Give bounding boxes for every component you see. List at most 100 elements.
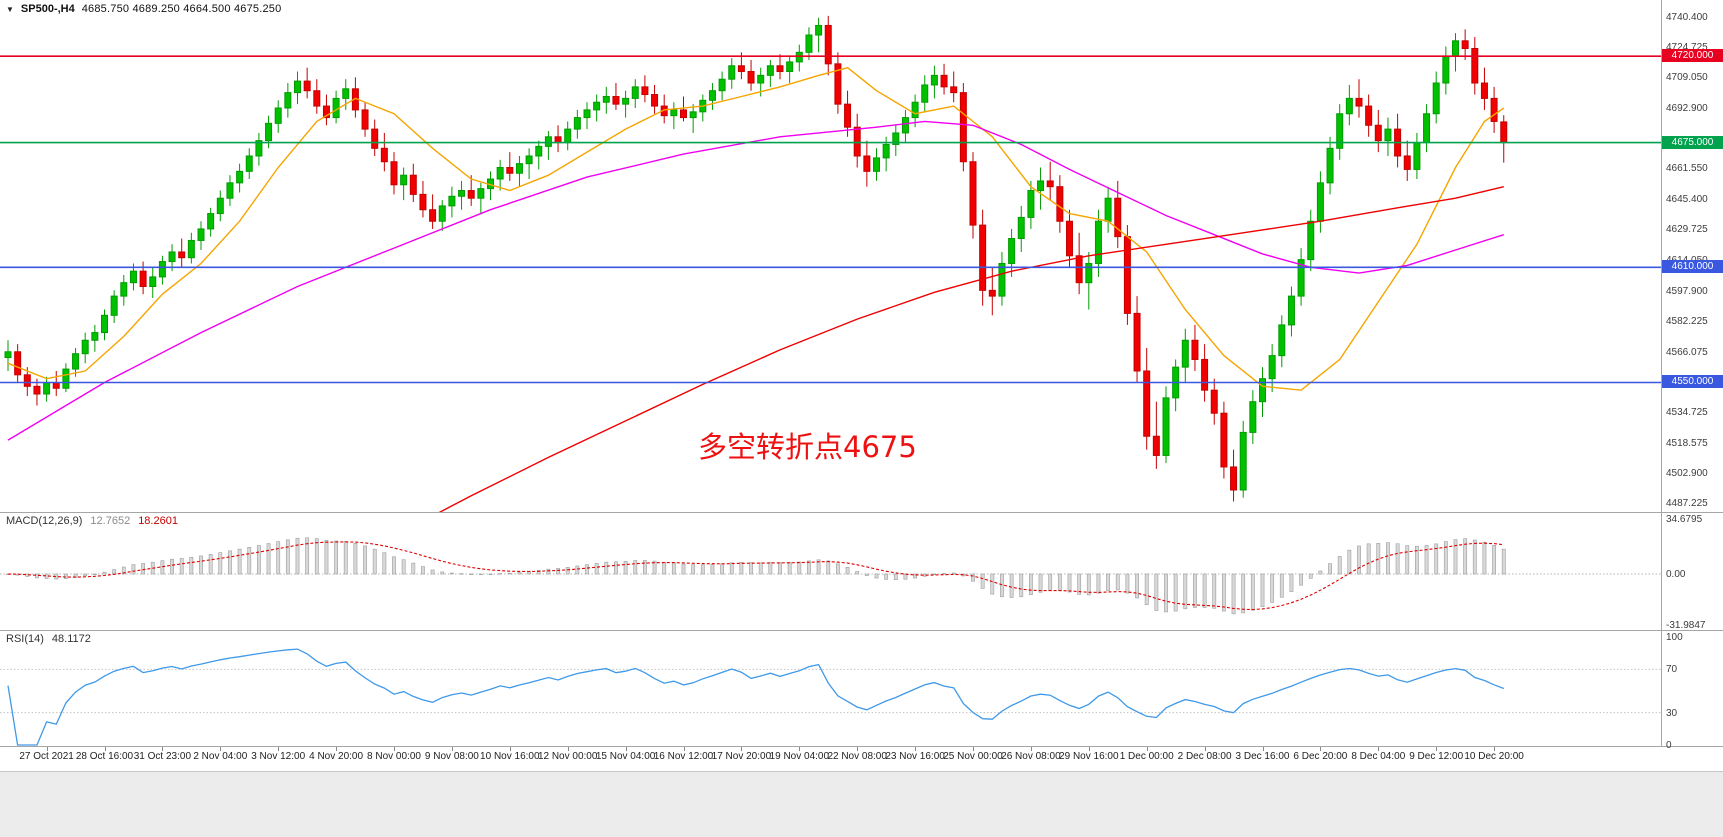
- candle: [14, 344, 22, 383]
- candle: [1201, 344, 1209, 402]
- candle: [969, 152, 977, 239]
- time-tick: [104, 747, 106, 751]
- candle: [1297, 248, 1305, 306]
- rsi-tick-label: 100: [1666, 632, 1683, 643]
- macd-histogram-bar: [903, 573, 908, 580]
- candle: [419, 180, 427, 218]
- macd-histogram-bar: [392, 556, 396, 575]
- candlestick-plot[interactable]: [0, 0, 1661, 512]
- macd-histogram-bar: [1395, 543, 1400, 575]
- candle: [496, 159, 504, 191]
- panel-separator[interactable]: [0, 512, 1723, 513]
- ma-mid-magenta[interactable]: [7, 120, 1505, 441]
- macd-histogram-bar: [1405, 545, 1410, 575]
- time-tick: [278, 747, 280, 751]
- candle: [1104, 186, 1112, 233]
- candle: [622, 90, 630, 118]
- candle: [525, 148, 533, 180]
- macd-histogram-bar: [1048, 573, 1053, 591]
- price-line-badge: 4675.000: [1662, 135, 1723, 149]
- macd-histogram-bar: [1482, 541, 1487, 575]
- macd-histogram-bar: [64, 573, 68, 579]
- rsi-header: RSI(14) 48.1172: [6, 633, 91, 645]
- macd-histogram-bar: [266, 543, 271, 575]
- candle: [873, 148, 880, 181]
- rsi-line: [7, 648, 1505, 746]
- time-label: 29 Nov 16:00: [1059, 751, 1119, 762]
- macd-histogram-bar: [1318, 570, 1323, 575]
- ma-slow-red[interactable]: [394, 186, 1504, 512]
- candle: [1278, 315, 1286, 368]
- candle: [149, 267, 157, 299]
- macd-histogram-bar: [1299, 573, 1304, 586]
- rsi-label: RSI(14): [6, 633, 44, 645]
- macd-histogram-bar: [971, 573, 975, 582]
- macd-tick-label: 0.00: [1666, 569, 1686, 580]
- candle: [1056, 175, 1064, 233]
- candle: [689, 104, 697, 133]
- candle: [245, 148, 253, 180]
- macd-histogram-bar: [1009, 573, 1014, 598]
- macd-histogram-bar: [256, 545, 261, 575]
- time-tick: [625, 747, 627, 751]
- macd-histogram-bar: [421, 566, 425, 575]
- candle: [197, 221, 205, 251]
- candle: [1394, 113, 1402, 168]
- time-tick: [683, 747, 685, 751]
- macd-histogram-bar: [604, 561, 609, 575]
- macd-main-value: 12.7652: [90, 515, 131, 527]
- time-tick: [1436, 747, 1438, 751]
- candle: [361, 102, 369, 137]
- panel-separator[interactable]: [0, 630, 1723, 631]
- macd-histogram-bar: [372, 548, 377, 575]
- time-axis[interactable]: 27 Oct 2021 28 Oct 16:00 31 Oct 23:00 2 Nov…: [0, 747, 1723, 771]
- candle: [1500, 115, 1508, 163]
- time-label: 17 Nov 20:00: [711, 751, 772, 762]
- price-tick-label: 4661.550: [1666, 163, 1708, 175]
- macd-histogram-bar: [1492, 545, 1497, 575]
- macd-histogram-bar: [459, 573, 464, 575]
- macd-histogram-bar: [874, 573, 879, 579]
- candle: [641, 75, 649, 103]
- macd-histogram-bar: [218, 552, 223, 575]
- panel-separator[interactable]: [0, 746, 1723, 747]
- candle: [901, 109, 909, 143]
- time-label: 22 Nov 08:00: [827, 751, 887, 762]
- macd-histogram-bar: [1019, 573, 1024, 598]
- candle: [979, 209, 987, 306]
- macd-histogram-bar: [314, 538, 319, 575]
- macd-histogram-bar: [112, 569, 117, 575]
- candle: [844, 90, 852, 137]
- price-line-badge: 4610.000: [1662, 260, 1723, 274]
- rsi-tick-label: 0: [1666, 740, 1672, 751]
- macd-histogram-bar: [575, 565, 580, 575]
- candle: [255, 132, 263, 166]
- candle: [284, 83, 292, 118]
- collapse-icon[interactable]: ▼: [6, 4, 14, 14]
- candle: [1017, 205, 1025, 252]
- candle: [1432, 71, 1440, 124]
- macd-histogram-bar: [1193, 573, 1197, 608]
- ma-fast-orange[interactable]: [7, 66, 1505, 391]
- macd-histogram-bar: [797, 561, 802, 575]
- macd-label: MACD(12,26,9): [6, 515, 83, 527]
- candle: [1461, 29, 1469, 60]
- time-tick: [162, 747, 164, 751]
- candle: [1480, 67, 1488, 110]
- macd-histogram-bar: [942, 573, 946, 575]
- rsi-axis: 100 70 30 0: [1662, 630, 1723, 751]
- macd-signal-value: 18.2601: [138, 515, 178, 527]
- candle: [651, 84, 659, 114]
- axis-separator: [1661, 0, 1662, 746]
- time-label: 2 Nov 04:00: [193, 751, 248, 762]
- macd-plot[interactable]: [0, 512, 1661, 630]
- chart-annotation[interactable]: 多空转折点4675: [698, 430, 917, 464]
- rsi-tick-label: 30: [1666, 707, 1678, 719]
- macd-histogram-bar: [121, 566, 126, 575]
- macd-histogram-bar: [170, 558, 174, 575]
- candle: [120, 274, 128, 306]
- price-axis[interactable]: 4740.400 4724.725 4709.050 4692.900 4661.550…: [1662, 0, 1723, 512]
- candle: [1423, 104, 1431, 153]
- rsi-plot[interactable]: [0, 630, 1661, 746]
- macd-histogram-bar: [1038, 573, 1043, 593]
